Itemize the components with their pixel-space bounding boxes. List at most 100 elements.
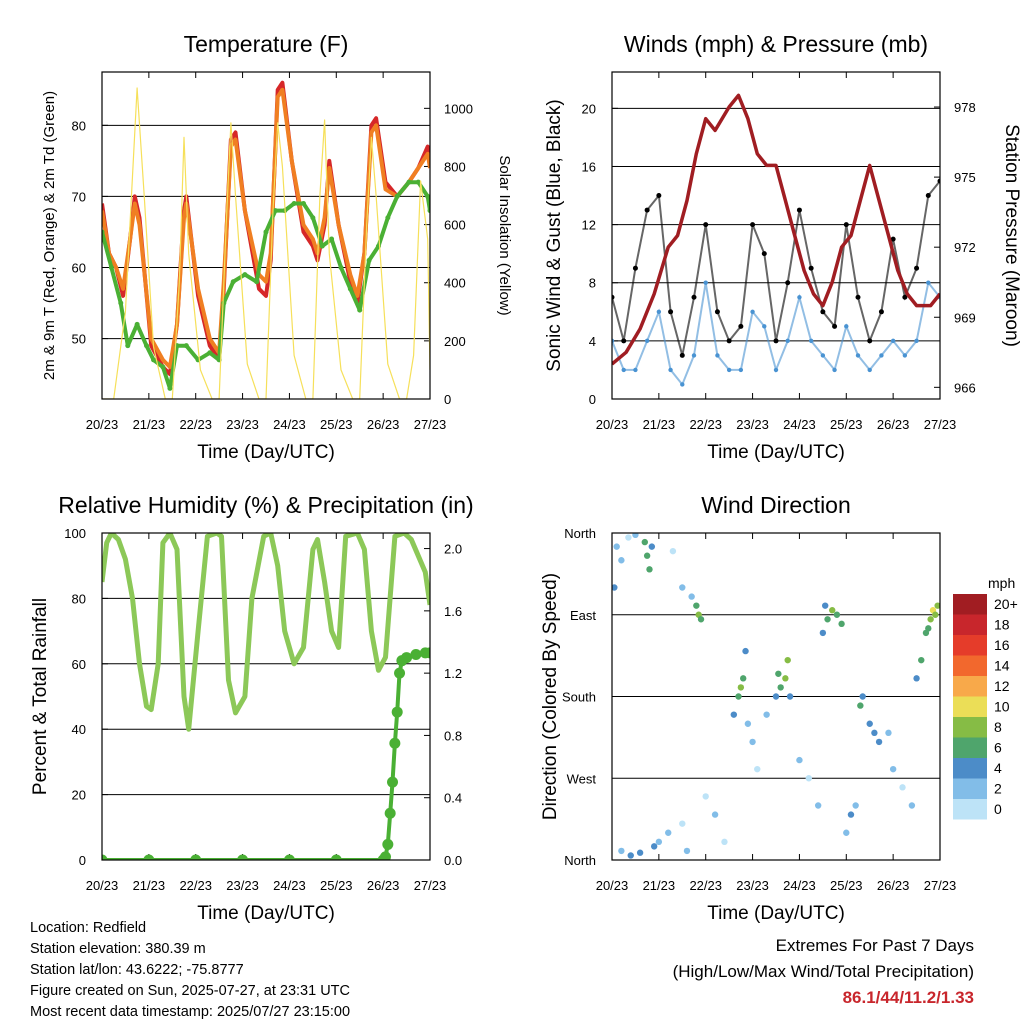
series-line (612, 93, 940, 366)
y-right-tick-label: 0.4 (444, 791, 462, 806)
direction-point (889, 765, 897, 773)
y-tick-label: 12 (582, 218, 596, 233)
direction-point (819, 629, 827, 637)
y-right-tick-label: 972 (954, 240, 976, 255)
direction-point (843, 829, 850, 836)
series-point (151, 357, 157, 363)
series-point (357, 307, 363, 313)
chart-3: 0 20 40 60 80 100 0.0 0.4 0.8 1.2 1.6 2.0 20/23 21/23… (30, 492, 474, 924)
series-point (291, 201, 297, 207)
x-tick-label: 20/23 (596, 417, 629, 432)
x-axis-title: Time (Day/UTC) (197, 903, 335, 924)
y-tick-label: 4 (589, 334, 596, 349)
x-tick-label: 25/23 (830, 417, 863, 432)
x-tick-label: 26/23 (877, 417, 910, 432)
direction-point (932, 611, 939, 618)
series-point (125, 343, 131, 349)
direction-point (754, 765, 761, 773)
y-right-tick-label: 800 (444, 159, 466, 174)
direction-point (899, 784, 906, 791)
legend-label: 0 (994, 801, 1002, 817)
direction-point (782, 675, 789, 682)
direction-point (735, 693, 742, 700)
series-point (183, 343, 189, 349)
y-tick-label: 8 (589, 276, 596, 291)
series-point (427, 208, 430, 214)
y-right-tick-label: 200 (444, 334, 466, 349)
y-axis-title: Sonic Wind & Gust (Blue, Black) (544, 99, 565, 371)
direction-point (833, 611, 841, 618)
series-point (263, 229, 269, 235)
direction-point (683, 847, 691, 855)
chart-title: Relative Humidity (%) & Precipitation (i… (58, 492, 473, 518)
series-point (108, 264, 114, 270)
location-text: Location: Redfield (30, 920, 147, 936)
series-point (221, 300, 227, 306)
direction-point (643, 552, 651, 559)
direction-point (688, 593, 695, 600)
legend-swatch (953, 717, 987, 738)
series-point (237, 854, 249, 860)
direction-point (744, 720, 752, 727)
x-tick-label: 26/23 (367, 878, 400, 893)
legend-label: 4 (994, 760, 1002, 776)
direction-point (871, 729, 878, 737)
direction-point (829, 607, 836, 614)
y-right-tick-label: 975 (954, 170, 976, 185)
series-point (102, 229, 105, 235)
direction-point (934, 602, 940, 609)
direction-point (875, 738, 883, 746)
legend-title: mph (988, 575, 1015, 591)
chart-title: Wind Direction (701, 492, 851, 518)
direction-point (625, 534, 632, 541)
series-point (329, 236, 335, 242)
legend-swatch (953, 696, 987, 717)
direction-point (641, 538, 648, 546)
legend-swatch (953, 737, 987, 758)
x-tick-label: 26/23 (367, 417, 400, 432)
series-point (366, 257, 372, 263)
y-tick-label: West (567, 771, 597, 786)
x-tick-label: 20/23 (86, 878, 119, 893)
y-tick-label: South (562, 690, 596, 705)
x-tick-label: 22/23 (689, 878, 722, 893)
direction-point (796, 756, 803, 764)
y-right-tick-label: 978 (954, 100, 976, 115)
direction-point (627, 852, 634, 859)
direction-point (669, 547, 677, 555)
direction-point (721, 838, 728, 846)
legend-label: 16 (994, 637, 1010, 653)
legend-swatch (953, 614, 987, 635)
y-tick-label: 80 (72, 591, 86, 606)
series-point (310, 215, 316, 221)
direction-point (814, 802, 822, 809)
y-tick-label: 100 (64, 526, 86, 541)
series-point (425, 193, 430, 199)
y-right-tick-label: 966 (954, 380, 976, 395)
direction-point (636, 849, 644, 856)
series-line (102, 87, 430, 399)
direction-point (805, 775, 812, 782)
y-right-axis-title: Station Pressure (Maroon) (1001, 124, 1022, 347)
extremes-subtitle: (High/Low/Max Wind/Total Precipitation) (672, 962, 974, 981)
series-point (391, 706, 403, 718)
x-tick-label: 22/23 (179, 417, 212, 432)
direction-point (648, 543, 656, 550)
direction-point (852, 802, 859, 809)
plot-area (102, 80, 430, 399)
direction-point (927, 616, 934, 623)
series-line (102, 80, 430, 377)
plot-frame (611, 71, 941, 400)
y-right-tick-label: 400 (444, 276, 466, 291)
y-tick-label: 16 (582, 159, 596, 174)
direction-point (777, 684, 784, 691)
series-point (330, 854, 342, 860)
y-tick-label: North (564, 526, 596, 541)
series-point (379, 851, 391, 860)
station-info: Location: Redfield Station elevation: 38… (30, 918, 350, 1023)
x-tick-label: 25/23 (830, 878, 863, 893)
y-tick-label: 70 (72, 189, 86, 204)
direction-point (824, 616, 831, 623)
direction-point (742, 647, 749, 655)
x-tick-label: 27/23 (414, 878, 447, 893)
